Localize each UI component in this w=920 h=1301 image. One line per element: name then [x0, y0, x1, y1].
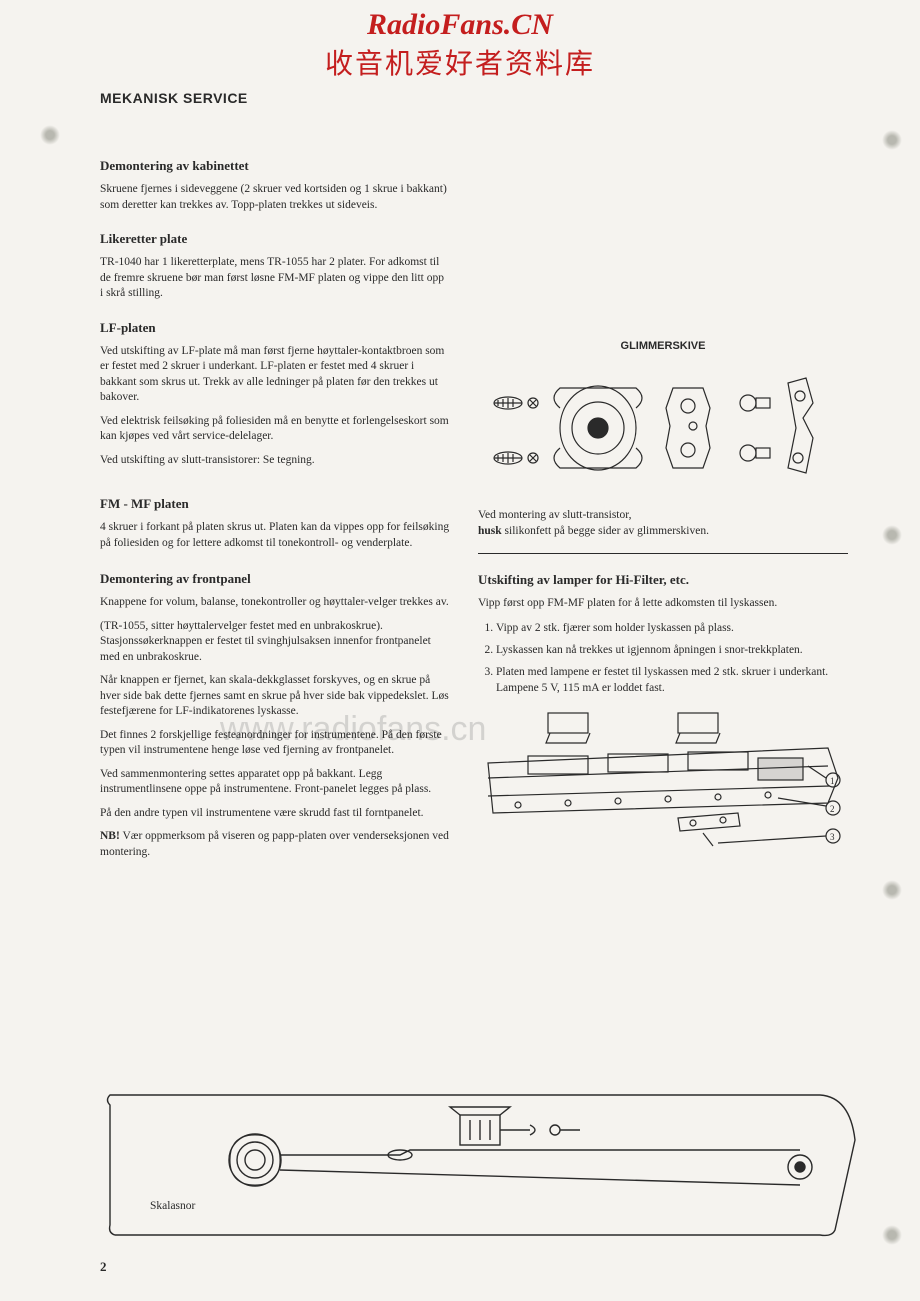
lamp-assembly-diagram: 1 2 3 [478, 708, 848, 858]
paragraph: Det finnes 2 forskjellige festeanordning… [100, 728, 450, 759]
diagram-label: GLIMMERSKIVE [478, 340, 848, 352]
paragraph: Når knappen er fjernet, kan skala-dekkgl… [100, 673, 450, 720]
transistor-diagram [478, 358, 848, 498]
nb-label: NB! [100, 830, 120, 842]
watermark-header: RadioFans.CN 收音机爱好者资料库 [0, 8, 920, 82]
scan-artifact [882, 525, 902, 545]
section-heading: Likeretter plate [100, 231, 450, 247]
paragraph: Ved utskifting av LF-plate må man først … [100, 344, 450, 406]
paragraph: Knappene for volum, balanse, tonekontrol… [100, 595, 450, 611]
watermark-line2: 收音机爱好者资料库 [0, 42, 920, 82]
section-heading: Utskifting av lamper for Hi-Filter, etc. [478, 572, 848, 588]
page-content: MEKANISK SERVICE Demontering av kabinett… [100, 90, 880, 1281]
list-item: Platen med lampene er festet til lyskass… [496, 664, 848, 696]
paragraph: Vipp først opp FM-MF platen for å lette … [478, 596, 848, 612]
section-heading: LF-platen [100, 320, 450, 336]
paragraph: TR-1040 har 1 likeretterplate, mens TR-1… [100, 255, 450, 302]
scan-artifact [40, 125, 60, 145]
paragraph: 4 skruer i forkant på platen skrus ut. P… [100, 520, 450, 551]
paragraph: (TR-1055, sitter høyttalervelger festet … [100, 619, 450, 666]
divider [478, 553, 848, 554]
paragraph: Skruene fjernes i sideveggene (2 skruer … [100, 182, 450, 213]
svg-text:3: 3 [830, 832, 835, 842]
list-text: Lampene 5 V, 115 mA er loddet fast. [496, 682, 665, 694]
section-heading: FM - MF platen [100, 496, 450, 512]
svg-text:1: 1 [830, 776, 835, 786]
numbered-list: Vipp av 2 stk. fjærer som holder lyskass… [478, 620, 848, 696]
paragraph: NB! Vær oppmerksom på viseren og papp-pl… [100, 829, 450, 860]
diagram-caption: Ved montering av slutt-transistor, husk … [478, 508, 848, 539]
section-heading: Demontering av frontpanel [100, 571, 450, 587]
left-column: Demontering av kabinettet Skruene fjerne… [100, 140, 450, 868]
watermark-line1: RadioFans.CN [0, 8, 920, 42]
caption-bold: husk [478, 525, 502, 537]
scan-artifact [882, 880, 902, 900]
scan-artifact [882, 130, 902, 150]
list-text: Platen med lampene er festet til lyskass… [496, 666, 828, 678]
caption-text: Ved montering av slutt-transistor, [478, 509, 632, 521]
right-column: GLIMMERSKIVE [478, 140, 848, 868]
paragraph: Ved elektrisk feilsøking på foliesiden m… [100, 414, 450, 445]
two-column-layout: Demontering av kabinettet Skruene fjerne… [100, 140, 880, 868]
page-title: MEKANISK SERVICE [100, 90, 880, 106]
section-heading: Demontering av kabinettet [100, 158, 450, 174]
list-item: Vipp av 2 stk. fjærer som holder lyskass… [496, 620, 848, 636]
paragraph: Ved utskifting av slutt-transistorer: Se… [100, 453, 450, 469]
paragraph: Ved sammenmontering settes apparatet opp… [100, 767, 450, 798]
scan-artifact [882, 1225, 902, 1245]
nb-text: Vær oppmerksom på viseren og papp-platen… [100, 830, 449, 858]
paragraph: På den andre typen vil instrumentene vær… [100, 806, 450, 822]
svg-text:2: 2 [830, 804, 835, 814]
caption-text: silikonfett på begge sider av glimmerski… [502, 525, 709, 537]
list-item: Lyskassen kan nå trekkes ut igjennom åpn… [496, 642, 848, 658]
